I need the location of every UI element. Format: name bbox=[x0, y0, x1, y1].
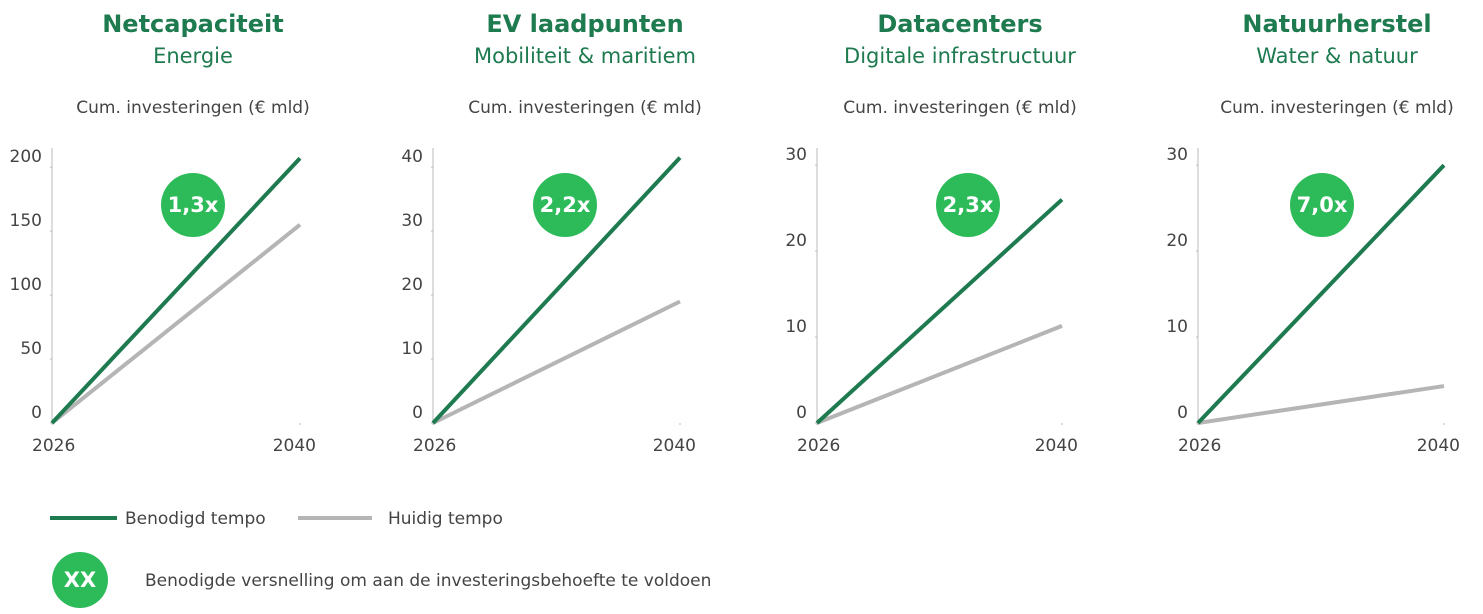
note-bubble bbox=[52, 552, 108, 608]
y-tick-label: 200 bbox=[10, 147, 42, 167]
annotation-bubble bbox=[533, 173, 597, 237]
series-line bbox=[815, 198, 1064, 425]
y-tick-label: 150 bbox=[10, 211, 42, 231]
y-tick-label: 10 bbox=[1166, 317, 1188, 337]
x-tick-label: 2026 bbox=[32, 436, 75, 456]
series-line bbox=[431, 156, 682, 425]
series-line bbox=[50, 156, 302, 425]
chart-subtitle: Energie bbox=[153, 44, 233, 68]
legend-label: Huidig tempo bbox=[388, 509, 503, 529]
y-tick-label: 40 bbox=[401, 147, 423, 167]
chart-subtitle: Mobiliteit & maritiem bbox=[474, 44, 696, 68]
chart-title: EV laadpunten bbox=[486, 10, 683, 38]
y-axis-label: Cum. investeringen (€ mld) bbox=[468, 98, 701, 118]
x-tick-label: 2026 bbox=[797, 436, 840, 456]
annotation: 1,3x bbox=[168, 193, 219, 217]
x-tick-label: 2040 bbox=[273, 436, 316, 456]
y-axis-label: Cum. investeringen (€ mld) bbox=[76, 98, 309, 118]
annotation: 7,0x bbox=[1297, 193, 1348, 217]
x-tick-label: 2040 bbox=[653, 436, 696, 456]
y-tick-label: 0 bbox=[796, 403, 807, 423]
y-tick-label: 0 bbox=[1177, 403, 1188, 423]
chart-subtitle: Water & natuur bbox=[1256, 44, 1418, 68]
y-tick-label: 0 bbox=[31, 403, 42, 423]
chart-title: Natuurherstel bbox=[1242, 10, 1431, 38]
y-tick-label: 20 bbox=[785, 231, 807, 251]
annotation: 2,3x bbox=[943, 193, 994, 217]
x-tick-label: 2026 bbox=[413, 436, 456, 456]
legend-label: Benodigd tempo bbox=[125, 509, 266, 529]
y-axis-label: Cum. investeringen (€ mld) bbox=[843, 98, 1076, 118]
y-tick-label: 30 bbox=[401, 211, 423, 231]
y-tick-label: 30 bbox=[1166, 145, 1188, 165]
chart-title: Datacenters bbox=[877, 10, 1042, 38]
series-line bbox=[50, 223, 302, 425]
y-tick-label: 10 bbox=[401, 339, 423, 359]
series-line bbox=[1196, 163, 1446, 425]
y-tick-label: 20 bbox=[401, 275, 423, 295]
annotation-bubble bbox=[1290, 173, 1354, 237]
y-axis-label: Cum. investeringen (€ mld) bbox=[1220, 98, 1453, 118]
y-tick-label: 30 bbox=[785, 145, 807, 165]
x-tick-label: 2026 bbox=[1178, 436, 1221, 456]
y-tick-label: 20 bbox=[1166, 231, 1188, 251]
chart-title: Netcapaciteit bbox=[102, 10, 284, 38]
note-text: Benodigde versnelling om aan de invester… bbox=[145, 571, 711, 591]
annotation: 2,2x bbox=[540, 193, 591, 217]
series-line bbox=[432, 299, 681, 425]
chart-subtitle: Digitale infrastructuur bbox=[844, 44, 1076, 68]
annotation-bubble bbox=[936, 173, 1000, 237]
y-tick-label: 10 bbox=[785, 317, 807, 337]
x-tick-label: 2040 bbox=[1035, 436, 1078, 456]
x-tick-label: 2040 bbox=[1417, 436, 1460, 456]
y-tick-label: 0 bbox=[412, 403, 423, 423]
note-symbol: XX bbox=[64, 568, 96, 592]
y-tick-label: 100 bbox=[10, 275, 42, 295]
annotation-bubble bbox=[161, 173, 225, 237]
series-line bbox=[816, 324, 1063, 425]
series-line bbox=[1197, 384, 1445, 425]
y-tick-label: 50 bbox=[20, 339, 42, 359]
